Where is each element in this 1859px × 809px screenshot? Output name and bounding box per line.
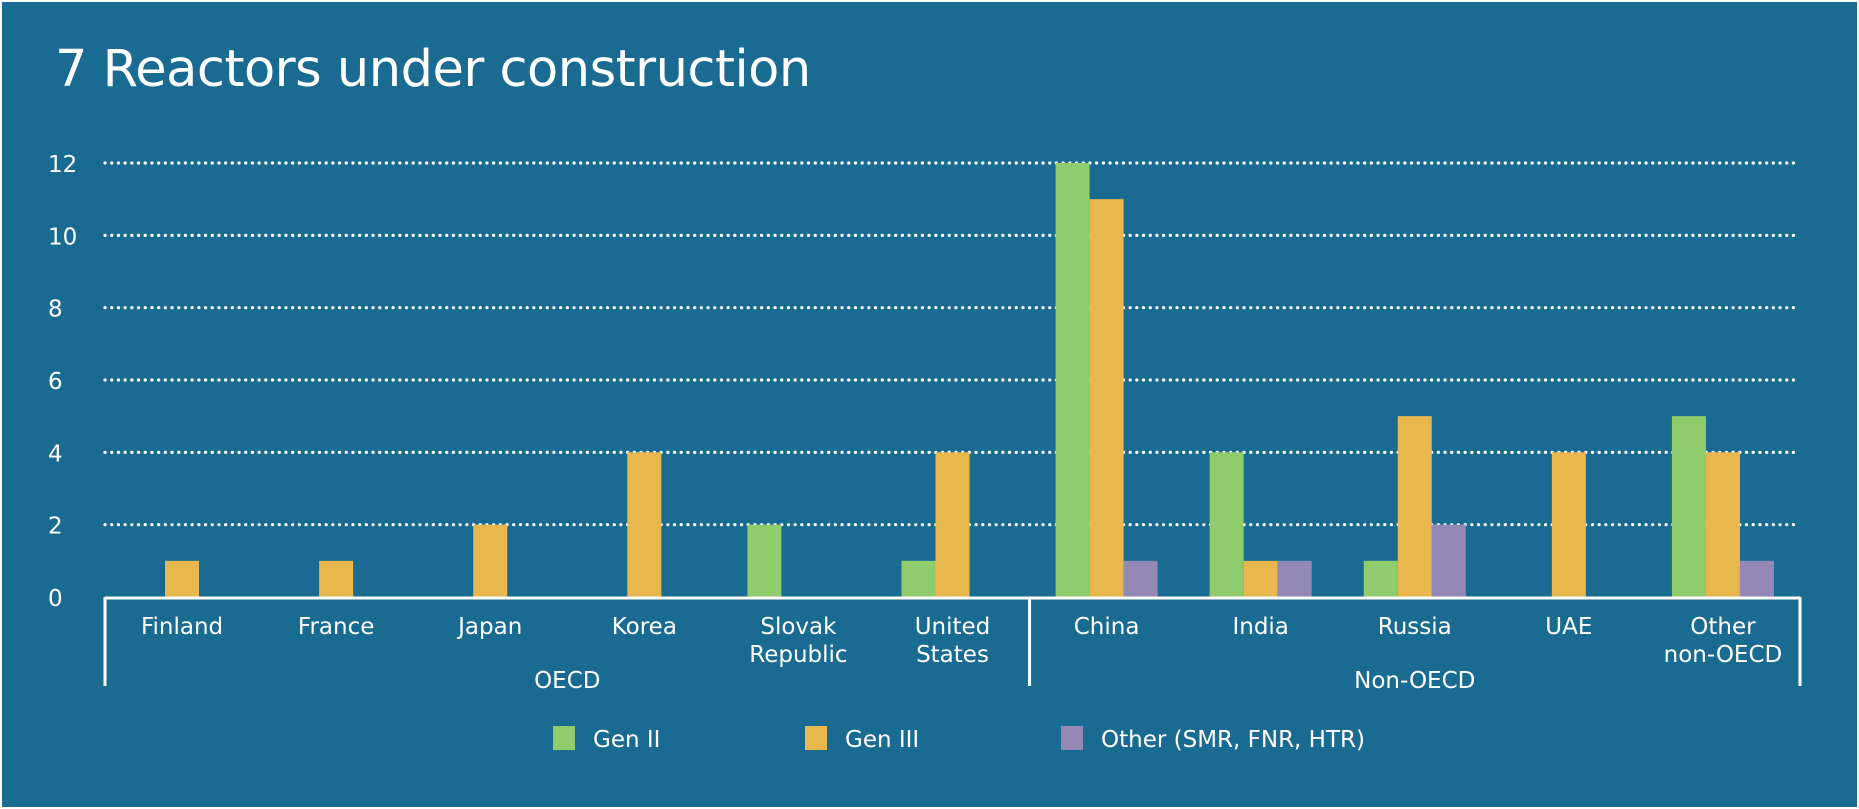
- x-tick-label: States: [916, 642, 989, 668]
- bar-gen-6: [1089, 199, 1124, 597]
- bar-other-7: [1277, 560, 1312, 597]
- y-tick-label-2: 2: [48, 514, 63, 540]
- bar-gen-7: [1243, 560, 1278, 597]
- bar-gen-3: [627, 452, 662, 597]
- bar-gen-8: [1397, 416, 1432, 597]
- x-tick-label: France: [298, 614, 374, 640]
- y-tick-label-0: 0: [48, 586, 63, 612]
- bar-gen-6: [1055, 163, 1090, 597]
- x-tick-label: India: [1232, 614, 1288, 640]
- page-title: 7 Reactors under construction: [55, 40, 811, 99]
- x-tick-label: Other: [1690, 614, 1756, 640]
- x-tick-label: United: [915, 614, 991, 640]
- x-tick-label: UAE: [1545, 614, 1592, 640]
- bar-gen-8: [1363, 560, 1398, 597]
- x-tick-label: Russia: [1378, 614, 1452, 640]
- bar-gen-4: [747, 524, 782, 597]
- bar-gen-2: [473, 524, 508, 597]
- legend-label-1: Gen III: [845, 727, 919, 753]
- x-tick-label: Korea: [612, 614, 677, 640]
- y-tick-label-10: 10: [48, 224, 77, 250]
- legend-swatch-2: [1061, 726, 1083, 750]
- x-tick-label: Republic: [749, 642, 847, 668]
- bar-other-8: [1431, 524, 1466, 597]
- y-tick-label-6: 6: [48, 369, 63, 395]
- y-tick-label-8: 8: [48, 297, 63, 323]
- bar-other-10: [1739, 560, 1774, 597]
- bar-other-6: [1123, 560, 1158, 597]
- bar-gen-5: [935, 452, 970, 597]
- y-tick-label-12: 12: [48, 152, 77, 178]
- bar-gen-10: [1705, 452, 1740, 597]
- x-tick-label: Slovak: [760, 614, 837, 640]
- x-tick-label: China: [1074, 614, 1140, 640]
- x-tick-label: non-OECD: [1664, 642, 1783, 668]
- legend-label-2: Other (SMR, FNR, HTR): [1101, 727, 1365, 753]
- y-tick-label-4: 4: [48, 441, 63, 467]
- bar-gen-9: [1551, 452, 1586, 597]
- bar-gen-10: [1671, 416, 1706, 597]
- legend-label-0: Gen II: [593, 727, 660, 753]
- x-tick-label: Finland: [141, 614, 223, 640]
- legend-swatch-0: [553, 726, 575, 750]
- bar-gen-0: [165, 560, 200, 597]
- x-tick-label: Japan: [456, 614, 522, 640]
- bar-gen-7: [1209, 452, 1244, 597]
- group-label-non-oecd: Non-OECD: [1354, 668, 1475, 694]
- bar-gen-1: [319, 560, 354, 597]
- group-label-oecd: OECD: [534, 668, 600, 694]
- bar-gen-5: [901, 560, 936, 597]
- legend-swatch-1: [805, 726, 827, 750]
